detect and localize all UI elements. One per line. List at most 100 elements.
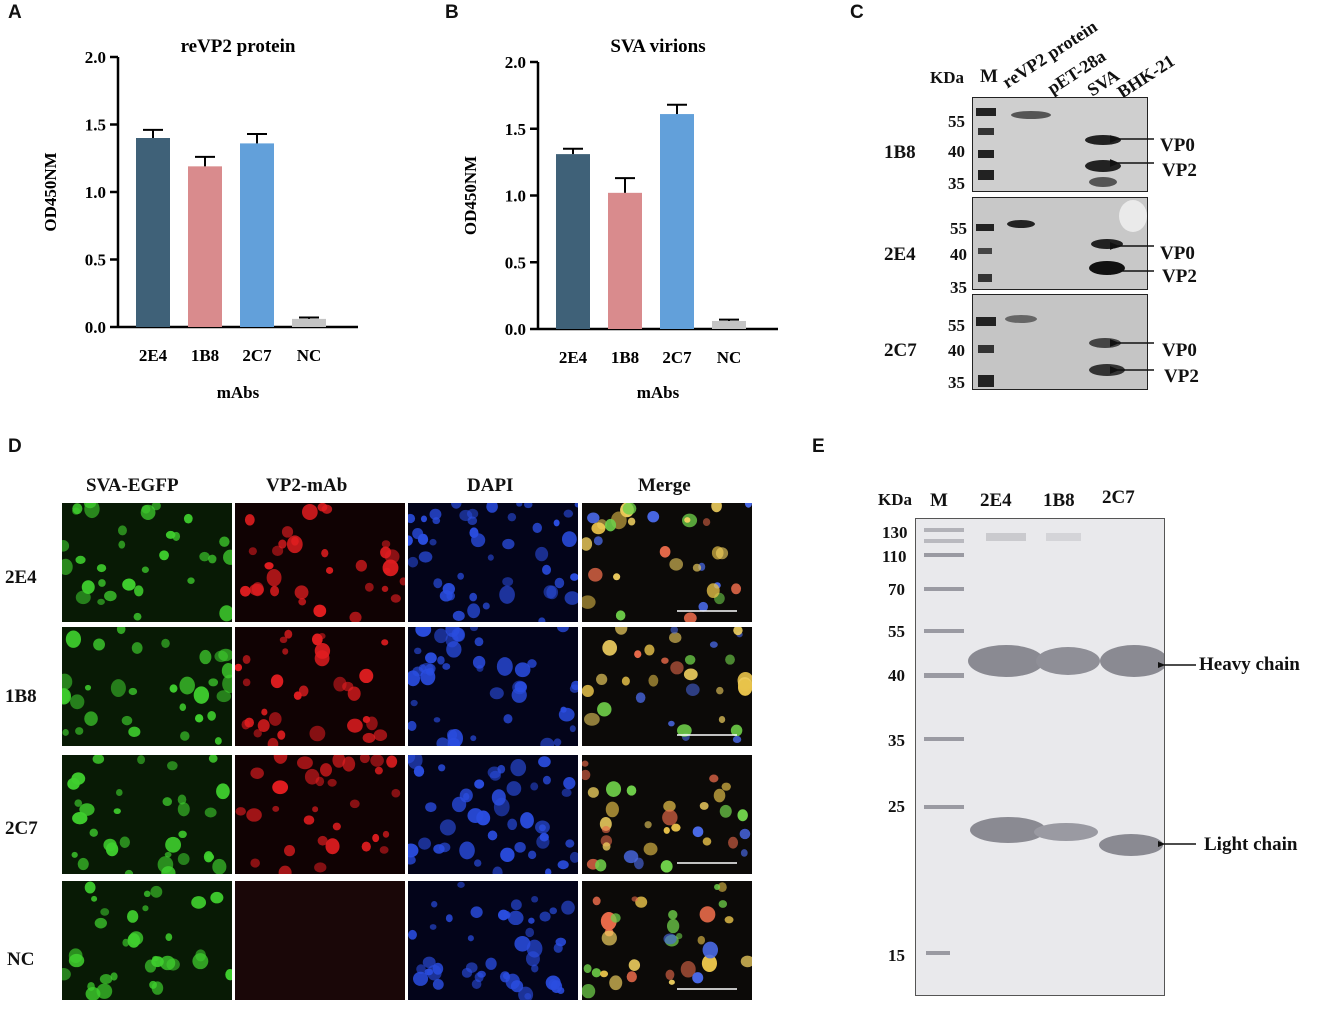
gel-tick-130: 130: [882, 523, 908, 542]
band-label-vp0-1: VP0: [1160, 135, 1195, 156]
bar-2c7: [660, 114, 694, 329]
x-tick-label: 2C7: [662, 348, 692, 367]
band-label-heavy-chain: Heavy chain: [1199, 654, 1300, 675]
ifa-image: [235, 881, 405, 1000]
chart-title: SVA virions: [610, 36, 705, 57]
ifa-image: [582, 503, 752, 622]
y-tick-label: 2.0: [85, 48, 106, 67]
arrows-e: [1158, 658, 1196, 851]
lane-label-bhk21: BHK-21: [1113, 50, 1179, 103]
chart-title: reVP2 protein: [181, 36, 296, 57]
gel-tick-55: 55: [888, 622, 905, 641]
ifa-row-label-nc: NC: [7, 949, 35, 970]
tick-c2-40: 40: [950, 245, 967, 264]
x-axis-label: mAbs: [637, 383, 680, 402]
band-label-vp0-3: VP0: [1162, 340, 1197, 361]
bar-1b8: [188, 166, 222, 327]
bar-nc: [292, 318, 326, 327]
ifa-image: [62, 627, 232, 746]
arrows-c: [1110, 132, 1154, 377]
tick-c1-35: 35: [948, 174, 965, 193]
gel-lane-m: M: [930, 490, 948, 511]
gel-tick-15: 15: [888, 946, 905, 965]
kda-header-e: KDa: [878, 490, 912, 509]
y-axis-label: OD450NM: [41, 152, 60, 231]
ifa-col-header-mab: VP2-mAb: [266, 475, 348, 496]
ifa-col-header-egfp: SVA-EGFP: [86, 475, 179, 496]
tick-c2-55: 55: [950, 219, 967, 238]
bar-2e4: [556, 154, 590, 329]
ifa-row-label-2e4: 2E4: [5, 567, 37, 588]
tick-c1-55: 55: [948, 112, 965, 131]
gel-tick-25: 25: [888, 797, 905, 816]
bar-nc: [712, 320, 746, 329]
blot-row-label-2e4: 2E4: [884, 244, 916, 265]
ifa-image: [582, 627, 752, 746]
gel-tick-40: 40: [888, 666, 905, 685]
x-axis-label: mAbs: [217, 383, 260, 402]
gel-lane-2c7: 2C7: [1102, 487, 1135, 508]
ifa-image: [62, 503, 232, 622]
y-tick-label: 2.0: [505, 53, 526, 72]
x-tick-label: NC: [297, 346, 322, 365]
ifa-image: [62, 881, 232, 1000]
kda-header-c: KDa: [930, 68, 964, 87]
bar-2e4: [136, 138, 170, 327]
bar-2c7: [240, 143, 274, 327]
gel-image: [915, 518, 1165, 996]
ifa-image: [62, 755, 232, 874]
tick-c3-40: 40: [948, 341, 965, 360]
band-label-light-chain: Light chain: [1204, 834, 1298, 855]
x-tick-label: 1B8: [611, 348, 639, 367]
blot-row-label-1b8: 1B8: [884, 142, 916, 163]
ifa-image: [235, 755, 405, 874]
ifa-image: [235, 503, 405, 622]
y-axis-label: OD450NM: [461, 156, 480, 235]
ifa-image: [408, 881, 578, 1000]
band-label-vp0-2: VP0: [1160, 243, 1195, 264]
tick-c1-40: 40: [948, 142, 965, 161]
ifa-image: [408, 503, 578, 622]
marker-header-c: M: [980, 66, 998, 87]
tick-c3-35: 35: [948, 373, 965, 392]
band-label-vp2-2: VP2: [1162, 266, 1197, 287]
ifa-row-label-2c7: 2C7: [5, 818, 38, 839]
panel-label-a: A: [8, 2, 22, 23]
ifa-image: [582, 881, 752, 1000]
ifa-image: [408, 755, 578, 874]
y-tick-label: 0.5: [505, 253, 526, 272]
y-tick-label: 1.5: [85, 116, 106, 135]
y-tick-label: 1.0: [505, 187, 526, 206]
gel-tick-70: 70: [888, 580, 905, 599]
tick-c3-55: 55: [948, 316, 965, 335]
y-tick-label: 0.0: [85, 318, 106, 337]
bar-chart-a: reVP2 protein 0.0 0.5 1.0 1.5 2.0 OD450NM mAbs 2…: [41, 36, 358, 402]
ifa-image: [408, 627, 578, 746]
ifa-row-label-1b8: 1B8: [5, 686, 37, 707]
gel-lane-1b8: 1B8: [1043, 490, 1075, 511]
x-tick-label: 2E4: [559, 348, 588, 367]
x-tick-label: 2C7: [242, 346, 272, 365]
gel-tick-110: 110: [882, 547, 907, 566]
y-tick-label: 0.5: [85, 251, 106, 270]
gel-tick-35: 35: [888, 731, 905, 750]
band-label-vp2-1: VP2: [1162, 160, 1197, 181]
tick-c2-35: 35: [950, 278, 967, 297]
panel-label-b: B: [445, 2, 459, 23]
blot-row-label-2c7: 2C7: [884, 340, 917, 361]
band-label-vp2-3: VP2: [1164, 366, 1199, 387]
x-tick-label: 1B8: [191, 346, 219, 365]
bar-chart-b: SVA virions 0.0 0.5 1.0 1.5 2.0 OD450NM mAbs 2E4…: [461, 36, 778, 402]
y-tick-label: 0.0: [505, 320, 526, 339]
x-tick-label: NC: [717, 348, 742, 367]
panel-label-d: D: [8, 436, 22, 457]
ifa-image: [582, 755, 752, 874]
panel-label-c: C: [850, 2, 864, 23]
ifa-col-header-merge: Merge: [638, 475, 691, 496]
panel-label-e: E: [812, 436, 825, 457]
y-tick-label: 1.5: [505, 120, 526, 139]
y-tick-label: 1.0: [85, 183, 106, 202]
ifa-col-header-dapi: DAPI: [467, 475, 514, 496]
gel-lane-2e4: 2E4: [980, 490, 1012, 511]
ifa-image: [235, 627, 405, 746]
